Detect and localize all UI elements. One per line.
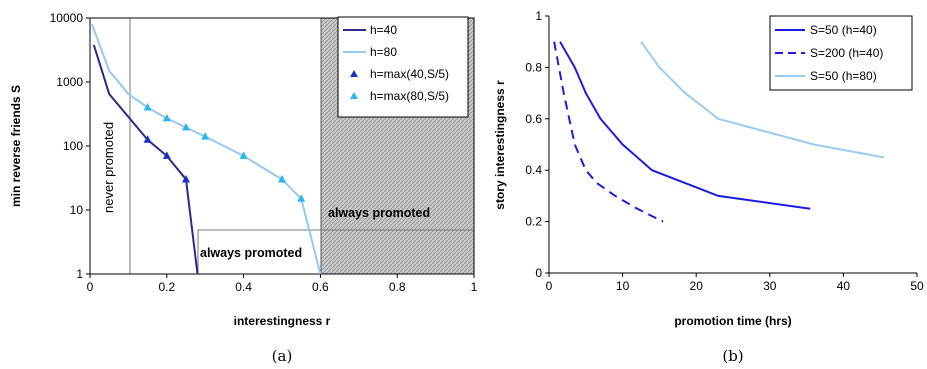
- data-point-h40-max: [162, 151, 171, 159]
- data-point-h80-max: [297, 194, 306, 202]
- data-point-h80-max: [239, 151, 248, 159]
- y-tick-label: 0.6: [525, 112, 542, 126]
- y-tick-label: 0.2: [525, 215, 542, 229]
- always-promoted-h80-label: always promoted: [328, 206, 430, 220]
- x-axis-ticks-b: 0 10 20 30 40 50: [546, 273, 924, 293]
- data-point-h40-max: [182, 174, 190, 183]
- legend-label-h80-max: h=max(80,S/5): [370, 89, 449, 103]
- series-lines-b: [553, 41, 885, 223]
- legend-swatch-h40-max: [350, 70, 358, 77]
- data-point-h40-max: [143, 135, 152, 143]
- y-axis-title-a: min reverse friends S: [9, 85, 23, 207]
- chart-a: 0 0.2 0.4 0.6 0.8 1 1 10 100 1000 10000 never pro…: [9, 11, 478, 365]
- x-tick-label: 0: [87, 280, 94, 294]
- series-line-s50-h80: [640, 41, 885, 159]
- never-promoted-region: [89, 17, 131, 275]
- legend-label-h80: h=80: [370, 45, 397, 59]
- always-promoted-h40-label: always promoted: [200, 246, 302, 260]
- x-tick-label: 30: [763, 279, 777, 293]
- x-tick-label: 0: [546, 279, 553, 293]
- legend-label-s200-h40: S=200 (h=40): [810, 46, 883, 60]
- x-axis-ticks-a: 0 0.2 0.4 0.6 0.8 1: [87, 274, 478, 294]
- y-tick-label: 10000: [50, 11, 84, 25]
- data-point-h80-max: [143, 102, 152, 111]
- data-point-h80-max: [201, 132, 210, 140]
- x-tick-label: 20: [690, 279, 704, 293]
- series-line-s50-h40: [559, 41, 811, 210]
- y-tick-label: 0.4: [525, 163, 542, 177]
- y-tick-label: 0: [535, 266, 542, 280]
- legend-swatch-h80-max: [350, 92, 358, 99]
- legend-label-h40-max: h=max(40,S/5): [370, 67, 449, 81]
- y-axis-ticks-b: 0 0.2 0.4 0.6 0.8 1: [525, 9, 549, 280]
- data-point-h80-max: [278, 174, 286, 183]
- x-tick-label: 40: [837, 279, 851, 293]
- y-axis-title-b: story interestingness r: [493, 80, 507, 210]
- legend-label-s50-h80: S=50 (h=80): [810, 69, 877, 83]
- series-markers-a: [143, 102, 306, 202]
- y-tick-label: 1: [76, 267, 83, 281]
- chart-b: 0 10 20 30 40 50 0 0.2 0.4 0.6 0.8 1 promotion tim…: [493, 9, 924, 365]
- y-tick-label: 1000: [56, 75, 83, 89]
- legend-a: h=40 h=80 h=max(40,S/5) h=max(80,S/5): [337, 16, 469, 118]
- legend-box-a: [337, 16, 469, 118]
- x-tick-label: 50: [910, 279, 924, 293]
- caption-a: (a): [272, 347, 293, 365]
- legend-label-h40: h=40: [370, 23, 397, 37]
- axes-b: [548, 16, 917, 274]
- x-tick-label: 0.4: [235, 280, 252, 294]
- x-tick-label: 0.8: [389, 280, 406, 294]
- data-point-h80-max: [182, 122, 190, 131]
- x-tick-label: 10: [616, 279, 630, 293]
- series-line-h40: [92, 44, 199, 275]
- series-line-s200-h40: [553, 41, 664, 223]
- y-axis-ticks-a: 1 10 100 1000 10000: [50, 11, 90, 281]
- legend-label-s50-h40: S=50 (h=40): [810, 23, 877, 37]
- data-point-h80-max: [162, 113, 171, 122]
- y-tick-label: 1: [535, 9, 542, 23]
- x-tick-label: 1: [471, 280, 478, 294]
- x-tick-label: 0.6: [312, 280, 329, 294]
- legend-b: S=50 (h=40) S=200 (h=40) S=50 (h=80): [769, 15, 913, 91]
- y-tick-label: 100: [63, 139, 83, 153]
- caption-b: (b): [722, 347, 743, 365]
- never-promoted-label: never promoted: [101, 122, 116, 213]
- y-tick-label: 10: [70, 203, 84, 217]
- x-tick-label: 0.2: [158, 280, 175, 294]
- x-axis-title-b: promotion time (hrs): [674, 314, 791, 328]
- y-tick-label: 0.8: [525, 60, 542, 74]
- x-axis-title-a: interestingness r: [234, 314, 331, 328]
